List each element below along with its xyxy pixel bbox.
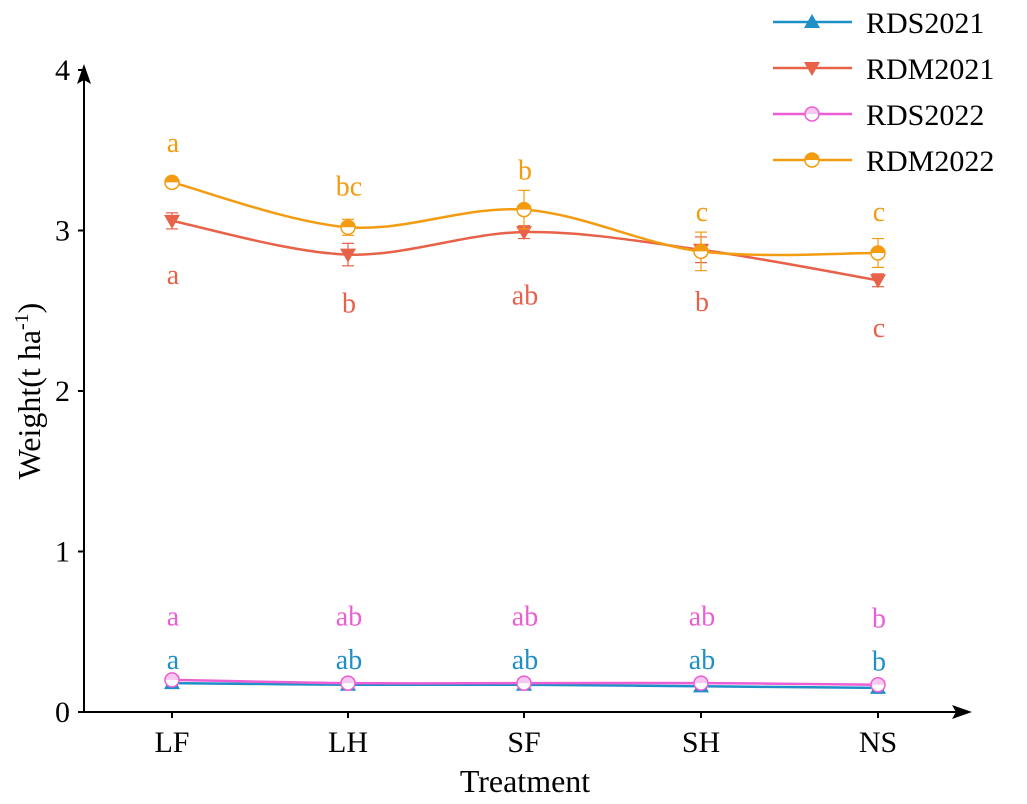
legend-label: RDM2022 xyxy=(866,145,994,178)
half-circle-fill xyxy=(341,676,355,684)
significance-letter: c xyxy=(873,197,885,228)
circle-outline xyxy=(804,106,820,122)
significance-letter: a xyxy=(167,260,180,291)
legend-item-rds2021: RDS2021 xyxy=(773,7,984,40)
x-tick-label: SF xyxy=(507,726,540,759)
y-axis-title: Weight(t ha-1) xyxy=(11,303,47,480)
legend: RDS2021 RDM2021 RDS2022 RDM2022 xyxy=(773,7,994,178)
significance-letter: a xyxy=(167,602,180,633)
x-tick-label: LH xyxy=(328,726,368,759)
data-point xyxy=(340,248,356,263)
y-tick-label: 0 xyxy=(55,696,70,729)
series-rds2022: a ab ab ab b xyxy=(164,602,886,693)
half-circle-fill xyxy=(341,220,355,228)
triangle-down-icon xyxy=(164,214,180,229)
significance-letter: b xyxy=(872,603,886,634)
circle-outline xyxy=(164,672,180,688)
legend-item-rds2022: RDS2022 xyxy=(773,99,984,132)
legend-item-rdm2021: RDM2021 xyxy=(773,53,994,86)
data-point xyxy=(340,219,356,236)
significance-letter: b xyxy=(872,647,886,678)
significance-letter: ab xyxy=(689,645,715,676)
legend-label: RDS2021 xyxy=(866,7,984,40)
data-point xyxy=(693,675,709,691)
half-circle-fill xyxy=(805,107,819,114)
triangle-down-icon xyxy=(870,274,886,289)
data-point xyxy=(870,245,886,261)
legend-marker xyxy=(804,62,820,76)
y-tick-label: 1 xyxy=(55,536,70,569)
half-circle-fill xyxy=(805,153,819,160)
legend-label: RDM2021 xyxy=(866,53,994,86)
significance-letter: a xyxy=(167,645,180,676)
circle-outline xyxy=(516,675,532,691)
legend-marker xyxy=(804,152,820,168)
half-circle-fill xyxy=(517,676,531,684)
data-point xyxy=(693,243,709,260)
significance-letter: a xyxy=(167,128,180,159)
axes: 0 1 2 3 4 LF LH SF SH NS xyxy=(55,54,972,759)
y-tick-label: 4 xyxy=(55,54,70,87)
data-point xyxy=(164,672,180,688)
data-point xyxy=(516,675,532,691)
x-axis-label: Treatment xyxy=(460,763,590,799)
y-tick-label: 3 xyxy=(55,215,70,248)
data-point xyxy=(516,201,532,218)
half-circle-fill xyxy=(871,245,885,253)
data-point xyxy=(164,174,180,191)
circle-outline xyxy=(693,675,709,691)
triangle-up-icon xyxy=(804,14,820,28)
significance-letter: b xyxy=(518,156,532,187)
legend-label: RDS2022 xyxy=(866,99,984,132)
half-circle-fill xyxy=(165,175,179,183)
significance-letter: ab xyxy=(689,602,715,633)
circle-outline xyxy=(870,676,886,693)
data-point xyxy=(870,274,886,289)
x-tick-label: SH xyxy=(682,726,720,759)
x-tick-label: NS xyxy=(859,726,897,759)
x-tick-label: LF xyxy=(154,726,189,759)
series-rdm2021: ab ab bc xyxy=(164,212,886,344)
significance-letter: ab xyxy=(336,602,362,633)
y-tick-label: 2 xyxy=(55,375,70,408)
half-circle-fill xyxy=(517,202,531,210)
y-axis-arrow-icon xyxy=(77,64,91,84)
data-point xyxy=(870,676,886,693)
significance-letter: ab xyxy=(336,645,362,676)
significance-letter: ab xyxy=(512,281,538,312)
x-axis-arrow-icon xyxy=(952,705,972,719)
legend-marker xyxy=(804,106,820,122)
data-point xyxy=(516,226,532,241)
triangle-down-icon xyxy=(340,248,356,263)
half-circle-fill xyxy=(871,677,885,685)
significance-letter: b xyxy=(695,287,709,318)
half-circle-fill xyxy=(694,244,708,252)
half-circle-fill xyxy=(165,672,179,680)
significance-letter: ab xyxy=(512,602,538,633)
significance-letter: ab xyxy=(512,645,538,676)
legend-item-rdm2022: RDM2022 xyxy=(773,145,994,178)
y-axis-label: Weight(t ha-1) xyxy=(11,303,47,480)
significance-letter: b xyxy=(342,289,356,320)
half-circle-fill xyxy=(694,676,708,684)
data-point xyxy=(340,675,356,691)
significance-letter: c xyxy=(696,197,708,228)
significance-letter: bc xyxy=(336,172,362,203)
data-point xyxy=(164,214,180,229)
triangle-down-icon xyxy=(804,62,820,76)
circle-outline xyxy=(340,675,356,691)
triangle-down-icon xyxy=(516,226,532,241)
significance-letter: c xyxy=(873,313,885,344)
legend-marker xyxy=(804,14,820,28)
